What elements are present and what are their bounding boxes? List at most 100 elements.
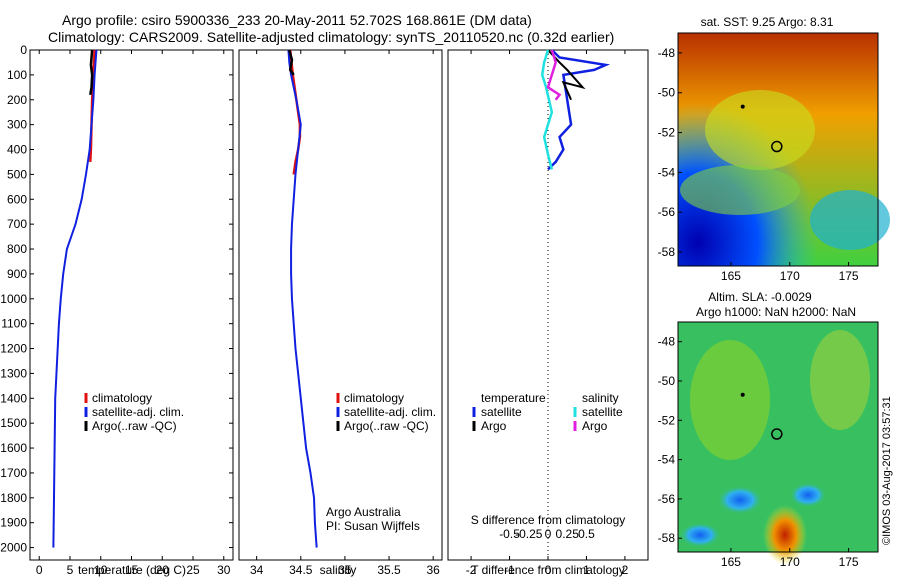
x-tick-label: 0 bbox=[36, 563, 43, 577]
series-line-temperature-satellite bbox=[547, 49, 611, 171]
map-x-tick-label: 170 bbox=[780, 269, 800, 283]
legend-s-argo-label: Argo bbox=[582, 419, 608, 433]
y-tick-label: 1700 bbox=[0, 466, 27, 480]
x-tick-label: 25 bbox=[186, 563, 200, 577]
sst-cyan-patch bbox=[810, 190, 890, 250]
x-tick-label: 2 bbox=[622, 563, 629, 577]
sla-map-frame bbox=[677, 321, 879, 553]
x-tick-label: 1 bbox=[583, 563, 590, 577]
y-tick-label: 700 bbox=[7, 217, 27, 231]
map-y-tick-label: -52 bbox=[658, 126, 676, 140]
sla-map-panel: Altim. SLA: -0.0029 Argo h1000: NaN h200… bbox=[658, 290, 879, 569]
legend-argo-label: Argo(..raw -QC) bbox=[344, 419, 429, 433]
sst-map-ticks: 165 170 175 -48 -50 -52 -54 -56 -58 bbox=[658, 46, 859, 283]
s-tick-label: 0 bbox=[545, 527, 552, 541]
y-tick-label: 1100 bbox=[1, 317, 27, 331]
y-tick-label: 600 bbox=[7, 192, 27, 206]
sst-float-track bbox=[740, 104, 783, 153]
map-x-tick-label: 175 bbox=[839, 555, 859, 569]
difference-panel: -2 -1 0 1 2 -0.5-0.25 0 0.25 0.5 S difference f… bbox=[447, 49, 649, 577]
y-tick-label: 1500 bbox=[0, 416, 27, 430]
map-x-tick-label: 175 bbox=[839, 269, 859, 283]
y-tick-label: 400 bbox=[7, 143, 27, 157]
sla-float-track bbox=[740, 392, 783, 440]
legend-t-satellite-label: satellite bbox=[481, 405, 522, 419]
s-difference-xlabel: S difference from climatology bbox=[471, 513, 626, 527]
series-line-temperature-argo bbox=[547, 49, 586, 101]
x-tick-label: 0 bbox=[545, 563, 552, 577]
sla-low-anomaly-2 bbox=[790, 483, 826, 507]
imos-timestamp: ©IMOS 03-Aug-2017 03:57:31 bbox=[881, 396, 893, 545]
temperature-legend: climatology satellite-adj. clim. Argo(..… bbox=[84, 391, 184, 433]
sla-map-ticks: 165 170 175 -48 -50 -52 -54 -56 -58 bbox=[658, 335, 859, 569]
x-tick-label: 5 bbox=[67, 563, 74, 577]
map-y-tick-label: -48 bbox=[658, 335, 676, 349]
sst-mid-patch bbox=[680, 165, 800, 215]
sst-warm-patch bbox=[705, 90, 815, 170]
legend-salinity-heading: salinity bbox=[582, 391, 619, 405]
temperature-xlabel: temperature (deg C) bbox=[78, 563, 186, 577]
series-line-satellite-adj-clim- bbox=[287, 49, 318, 548]
y-tick-label: 1400 bbox=[0, 391, 27, 405]
series-line-salinity-argo bbox=[546, 49, 562, 101]
x-tick-label: 30 bbox=[217, 563, 231, 577]
pi-name-label: PI: Susan Wijffels bbox=[326, 519, 420, 533]
sst-map-panel: sat. SST: 9.25 Argo: 8.31 165 170 175 -48 -5… bbox=[658, 15, 890, 283]
y-tick-label: 200 bbox=[7, 93, 27, 107]
sla-yellow-patch-2 bbox=[810, 330, 870, 430]
salinity-series bbox=[287, 49, 318, 548]
sla-yellow-patch bbox=[690, 340, 770, 460]
y-tick-label: 900 bbox=[7, 267, 27, 281]
y-tick-label: 1800 bbox=[0, 491, 27, 505]
float-track-point bbox=[740, 392, 745, 397]
s-tick-label: -0.5 bbox=[499, 527, 520, 541]
sst-map-frame bbox=[677, 32, 879, 267]
y-tick-label: 800 bbox=[7, 242, 27, 256]
sst-map-title: sat. SST: 9.25 Argo: 8.31 bbox=[701, 15, 834, 29]
temperature-panel: 0100200300400500600700800900100011001200… bbox=[0, 43, 648, 577]
sla-low-anomaly bbox=[718, 486, 762, 514]
salinity-panel: 34 34.5 35 35.5 36 salinity climatology sate… bbox=[238, 49, 443, 577]
legend-argo-label: Argo(..raw -QC) bbox=[92, 419, 177, 433]
float-position-marker bbox=[771, 140, 783, 153]
map-x-tick-label: 165 bbox=[721, 269, 741, 283]
y-tick-label: 1600 bbox=[0, 441, 27, 455]
x-tick-label: 36 bbox=[426, 563, 440, 577]
series-line-satellite-adj-clim- bbox=[52, 49, 98, 548]
sla-map-title: Altim. SLA: -0.0029 bbox=[708, 290, 812, 304]
legend-satellite-label: satellite-adj. clim. bbox=[344, 405, 436, 419]
map-y-tick-label: -58 bbox=[658, 245, 676, 259]
legend-s-satellite-label: satellite bbox=[582, 405, 623, 419]
map-x-tick-label: 170 bbox=[780, 555, 800, 569]
y-tick-label: 500 bbox=[7, 167, 27, 181]
float-track-point bbox=[740, 104, 745, 109]
y-tick-label: 1900 bbox=[0, 516, 27, 530]
t-difference-xlabel: T difference from climatology bbox=[471, 563, 625, 577]
x-tick-label: 35.5 bbox=[377, 563, 401, 577]
y-tick-label: 300 bbox=[7, 118, 27, 132]
difference-legend: temperature salinity satellite Argo sate… bbox=[472, 391, 623, 433]
s-difference-axis-ticks: -0.5-0.25 0 0.25 0.5 bbox=[499, 527, 595, 541]
s-tick-label: -0.25 bbox=[515, 527, 543, 541]
y-tick-label: 1200 bbox=[0, 342, 27, 356]
salinity-xlabel: salinity bbox=[320, 563, 357, 577]
difference-series bbox=[540, 49, 611, 171]
temperature-series bbox=[52, 49, 98, 548]
figure-title-line1: Argo profile: csiro 5900336_233 20-May-2… bbox=[62, 12, 532, 28]
series-line-argo-raw-qc- bbox=[89, 49, 94, 95]
float-position-marker bbox=[771, 428, 783, 440]
map-y-tick-label: -52 bbox=[658, 413, 676, 427]
map-y-tick-label: -50 bbox=[658, 374, 676, 388]
legend-satellite-label: satellite-adj. clim. bbox=[92, 405, 184, 419]
map-x-tick-label: 165 bbox=[721, 555, 741, 569]
argo-australia-label: Argo Australia bbox=[326, 505, 401, 519]
y-tick-label: 0 bbox=[20, 43, 27, 57]
legend-climatology-label: climatology bbox=[92, 391, 152, 405]
temperature-axes-frame bbox=[29, 49, 234, 561]
map-y-tick-label: -48 bbox=[658, 46, 676, 60]
s-tick-label: 0.25 bbox=[556, 527, 580, 541]
map-y-tick-label: -56 bbox=[658, 205, 676, 219]
x-tick-label: -1 bbox=[504, 563, 515, 577]
x-tick-label: 35 bbox=[338, 563, 352, 577]
